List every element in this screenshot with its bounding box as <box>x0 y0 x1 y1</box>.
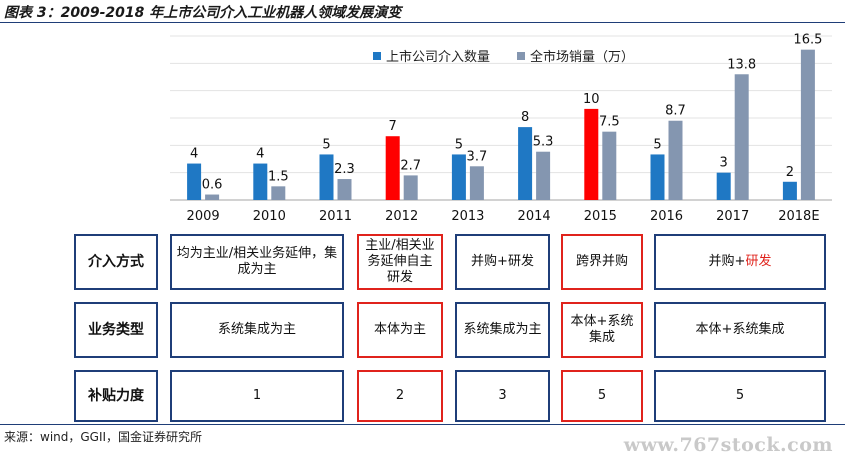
label-sales-2018E: 16.5 <box>793 33 822 48</box>
watermark: www.767stock.com <box>623 434 833 456</box>
bar-count-2012 <box>385 136 400 200</box>
label-sales-2014: 5.3 <box>533 135 554 150</box>
cell-subsidy-2016-2018: 5 <box>654 370 826 422</box>
bar-sales-2014 <box>536 151 551 200</box>
source-note: 来源：wind，GGII，国金证券研究所 <box>4 430 203 444</box>
bar-sales-2012 <box>403 175 418 200</box>
label-sales-2016: 8.7 <box>665 104 686 119</box>
label-sales-2013: 3.7 <box>467 149 488 164</box>
tick-label-2015: 2015 <box>584 209 617 224</box>
cell-subsidy-2013-2014: 3 <box>455 370 550 422</box>
bar-count-2016 <box>650 154 665 200</box>
bar-sales-2018E <box>800 49 815 201</box>
label-sales-2012: 2.7 <box>400 158 421 173</box>
bar-count-2009 <box>187 163 202 200</box>
label-sales-2017: 13.8 <box>727 57 756 72</box>
tick-label-2009: 2009 <box>187 209 220 224</box>
label-count-2016: 5 <box>653 137 661 152</box>
label-count-2017: 3 <box>720 156 728 171</box>
legend-swatch-count <box>373 51 381 60</box>
label-count-2012: 7 <box>389 119 397 134</box>
legend-label-count: 上市公司介入数量 <box>386 50 491 65</box>
cell-method-2015: 跨界并购 <box>561 234 643 290</box>
bar-count-2014 <box>518 127 533 200</box>
bar-chart: 4 0.6 2009 4 1.5 2010 5 2.3 2011 7 2.7 2012 5 3.7 2013… <box>170 33 832 224</box>
cell-method-text-b: 研发 <box>745 254 772 269</box>
label-sales-2011: 2.3 <box>334 162 355 177</box>
bar-count-2017 <box>716 172 731 200</box>
cell-subsidy-2009-2011: 1 <box>170 370 344 422</box>
tick-label-2011: 2011 <box>319 209 352 224</box>
title-rule <box>0 22 845 23</box>
row-header-subsidy: 补贴力度 <box>74 370 158 422</box>
label-count-2015: 10 <box>583 92 600 107</box>
legend-swatch-sales <box>517 51 525 60</box>
label-count-2009: 4 <box>190 147 198 162</box>
label-count-2011: 5 <box>322 137 330 152</box>
bar-count-2011 <box>319 154 334 200</box>
bar-sales-2011 <box>337 179 352 200</box>
bar-sales-2010 <box>271 186 286 200</box>
legend-label-sales: 全市场销量（万） <box>530 50 635 65</box>
tick-label-2013: 2013 <box>451 209 484 224</box>
bar-count-2010 <box>253 163 268 200</box>
label-sales-2010: 1.5 <box>268 169 289 184</box>
footer-rule <box>0 424 845 425</box>
tick-label-2010: 2010 <box>253 209 286 224</box>
cell-subsidy-2015: 5 <box>561 370 643 422</box>
figure-title: 图表 3：2009-2018 年上市公司介入工业机器人领域发展演变 <box>4 5 402 21</box>
label-count-2014: 8 <box>521 110 529 125</box>
cell-business-2015: 本体+系统集成 <box>561 302 643 358</box>
label-sales-2009: 0.6 <box>202 178 223 193</box>
row-header-method: 介入方式 <box>74 234 158 290</box>
legend-item-sales: 全市场销量（万） <box>517 46 634 65</box>
cell-method-2013-2014: 并购+研发 <box>455 234 550 290</box>
bar-sales-2009 <box>205 194 220 200</box>
tick-label-2017: 2017 <box>716 209 749 224</box>
bar-count-2018E <box>782 181 797 200</box>
bar-count-2015 <box>584 108 599 200</box>
bar-sales-2016 <box>668 120 683 200</box>
cell-business-2016-2018: 本体+系统集成 <box>654 302 826 358</box>
tick-label-2012: 2012 <box>385 209 418 224</box>
cell-business-2009-2011: 系统集成为主 <box>170 302 344 358</box>
label-count-2010: 4 <box>256 147 264 162</box>
tick-label-2016: 2016 <box>650 209 683 224</box>
row-header-business: 业务类型 <box>74 302 158 358</box>
label-count-2013: 5 <box>455 137 463 152</box>
tick-label-2014: 2014 <box>518 209 551 224</box>
cell-method-2009-2011: 均为主业/相关业务延伸，集成为主 <box>170 234 344 290</box>
bar-sales-2017 <box>734 74 749 200</box>
bar-sales-2013 <box>469 166 484 200</box>
label-count-2018E: 2 <box>786 165 794 180</box>
cell-business-2013-2014: 系统集成为主 <box>455 302 550 358</box>
cell-subsidy-2012: 2 <box>357 370 443 422</box>
bar-count-2013 <box>451 154 466 200</box>
tick-label-2018E: 2018E <box>778 209 819 224</box>
cell-method-2016-2018: 并购+ 研发 <box>654 234 826 290</box>
cell-method-2012: 主业/相关业务延伸自主研发 <box>357 234 443 290</box>
cell-business-2012: 本体为主 <box>357 302 443 358</box>
cell-method-text-a: 并购+ <box>708 254 746 269</box>
bar-sales-2015 <box>602 131 617 200</box>
label-sales-2015: 7.5 <box>599 115 620 130</box>
legend-item-count: 上市公司介入数量 <box>373 46 490 65</box>
